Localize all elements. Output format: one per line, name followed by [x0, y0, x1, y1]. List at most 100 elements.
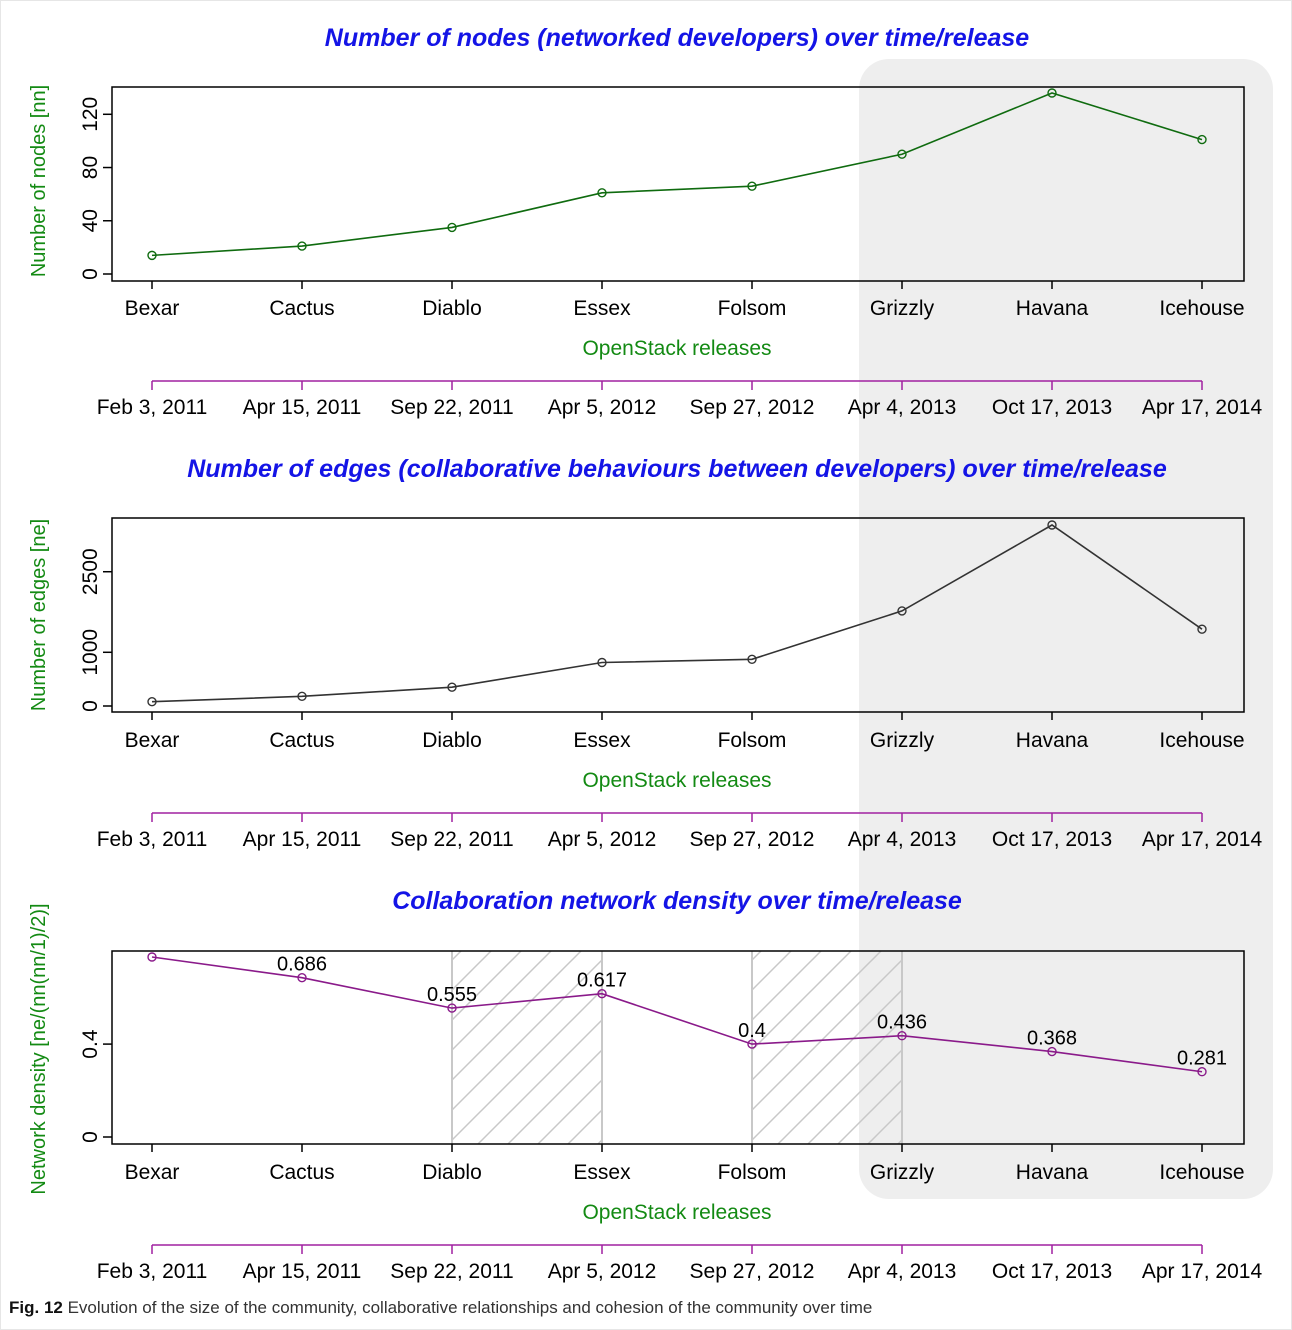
data-point [747, 654, 757, 664]
date-label: Apr 4, 2013 [848, 396, 957, 419]
y-tick-label: 40 [79, 209, 102, 232]
release-label: Folsom [718, 1161, 787, 1184]
highlight-region [859, 59, 1273, 1199]
date-label: Sep 27, 2012 [690, 396, 815, 419]
x-axis-label: OpenStack releases [582, 1201, 771, 1224]
data-label: 0.4 [738, 1020, 766, 1042]
data-point [147, 952, 157, 962]
data-point [597, 657, 607, 668]
date-label: Sep 27, 2012 [690, 1260, 815, 1283]
data-point [897, 606, 907, 616]
data-label: 0.617 [577, 970, 627, 992]
y-tick-label: 80 [79, 156, 102, 179]
data-point [447, 222, 457, 233]
release-label: Essex [573, 297, 631, 320]
date-label: Apr 15, 2011 [243, 1260, 362, 1283]
date-label: Sep 22, 2011 [390, 828, 513, 851]
chart-title: Number of nodes (networked developers) o… [325, 24, 1029, 52]
y-axis-label: Number of edges [ne] [28, 519, 50, 711]
data-point [1047, 88, 1057, 98]
hatched-region [752, 951, 902, 1144]
data-point [897, 1031, 907, 1041]
chart-title: Collaboration network density over time/… [392, 887, 962, 915]
release-label: Grizzly [870, 729, 935, 752]
series-line [151, 524, 1203, 703]
date-label: Apr 17, 2014 [1142, 396, 1263, 419]
panel-1: Number of nodes (networked developers) o… [28, 24, 1262, 419]
plot-frame [111, 86, 1245, 282]
release-label: Icehouse [1159, 729, 1244, 752]
data-point [747, 181, 757, 191]
caption-text: Evolution of the size of the community, … [67, 1298, 873, 1317]
date-label: Feb 3, 2011 [97, 396, 208, 419]
data-point [1047, 1046, 1057, 1057]
release-label: Grizzly [870, 1161, 935, 1184]
series-line [151, 92, 1203, 257]
date-label: Apr 5, 2012 [548, 396, 657, 419]
x-axis-label: OpenStack releases [582, 769, 771, 792]
series-line [151, 956, 1203, 1073]
release-label: Diablo [422, 729, 482, 752]
data-point [1197, 134, 1207, 145]
data-label: 0.368 [1027, 1028, 1077, 1050]
release-label: Bexar [125, 729, 180, 752]
highlight-rect [859, 59, 1273, 1199]
y-tick-label: 2500 [79, 548, 102, 595]
date-label: Feb 3, 2011 [97, 828, 208, 851]
date-label: Apr 4, 2013 [848, 1260, 957, 1283]
y-tick-label: 0.4 [79, 1029, 102, 1059]
chart-canvas: Number of nodes (networked developers) o… [28, 24, 1273, 1283]
release-label: Icehouse [1159, 1161, 1244, 1184]
date-label: Oct 17, 2013 [992, 396, 1112, 419]
y-tick-label: 0 [79, 700, 102, 712]
data-point [1047, 520, 1057, 530]
date-label: Apr 17, 2014 [1142, 1260, 1263, 1283]
data-label: 0.686 [277, 954, 327, 976]
release-label: Bexar [125, 297, 180, 320]
release-label: Diablo [422, 1161, 482, 1184]
caption-label: Fig. 12 [9, 1298, 63, 1317]
hatched-region [452, 951, 602, 1144]
release-label: Havana [1016, 729, 1089, 752]
release-label: Folsom [718, 729, 787, 752]
data-point [297, 241, 307, 251]
y-tick-label: 0 [79, 268, 102, 280]
date-label: Sep 22, 2011 [390, 396, 513, 419]
figure-caption: Fig. 12 Evolution of the size of the com… [9, 1298, 872, 1318]
data-label: 0.555 [427, 984, 477, 1006]
date-label: Apr 17, 2014 [1142, 828, 1263, 851]
y-tick-label: 0 [79, 1131, 102, 1143]
panel-2: Number of edges (collaborative behaviour… [28, 455, 1262, 851]
release-label: Cactus [269, 729, 334, 752]
release-label: Diablo [422, 297, 482, 320]
date-label: Oct 17, 2013 [992, 828, 1112, 851]
date-label: Apr 5, 2012 [548, 828, 657, 851]
data-point [447, 682, 457, 692]
date-label: Oct 17, 2013 [992, 1260, 1112, 1283]
y-tick-label: 120 [79, 97, 102, 132]
date-label: Apr 15, 2011 [243, 396, 362, 419]
data-point [297, 691, 307, 702]
plot-frame [111, 517, 1245, 713]
release-label: Folsom [718, 297, 787, 320]
y-tick-label: 1000 [79, 629, 102, 676]
data-label: 0.281 [1177, 1048, 1227, 1070]
data-point [897, 149, 907, 159]
data-point [147, 697, 157, 707]
y-axis-label: Number of nodes [nn] [28, 85, 50, 277]
data-point [747, 1039, 757, 1049]
release-label: Cactus [269, 297, 334, 320]
data-point [597, 188, 607, 198]
date-label: Apr 5, 2012 [548, 1260, 657, 1283]
y-axis-label: Network density [ne/(nn(nn/1)/2)] [28, 903, 50, 1194]
release-label: Cactus [269, 1161, 334, 1184]
panel-3: Collaboration network density over time/… [28, 887, 1262, 1283]
data-point [1197, 1067, 1207, 1077]
data-point [147, 250, 157, 261]
data-point [597, 988, 607, 999]
plot-frame [111, 950, 1245, 1145]
release-label: Essex [573, 729, 631, 752]
date-label: Feb 3, 2011 [97, 1260, 208, 1283]
date-label: Sep 22, 2011 [390, 1260, 513, 1283]
